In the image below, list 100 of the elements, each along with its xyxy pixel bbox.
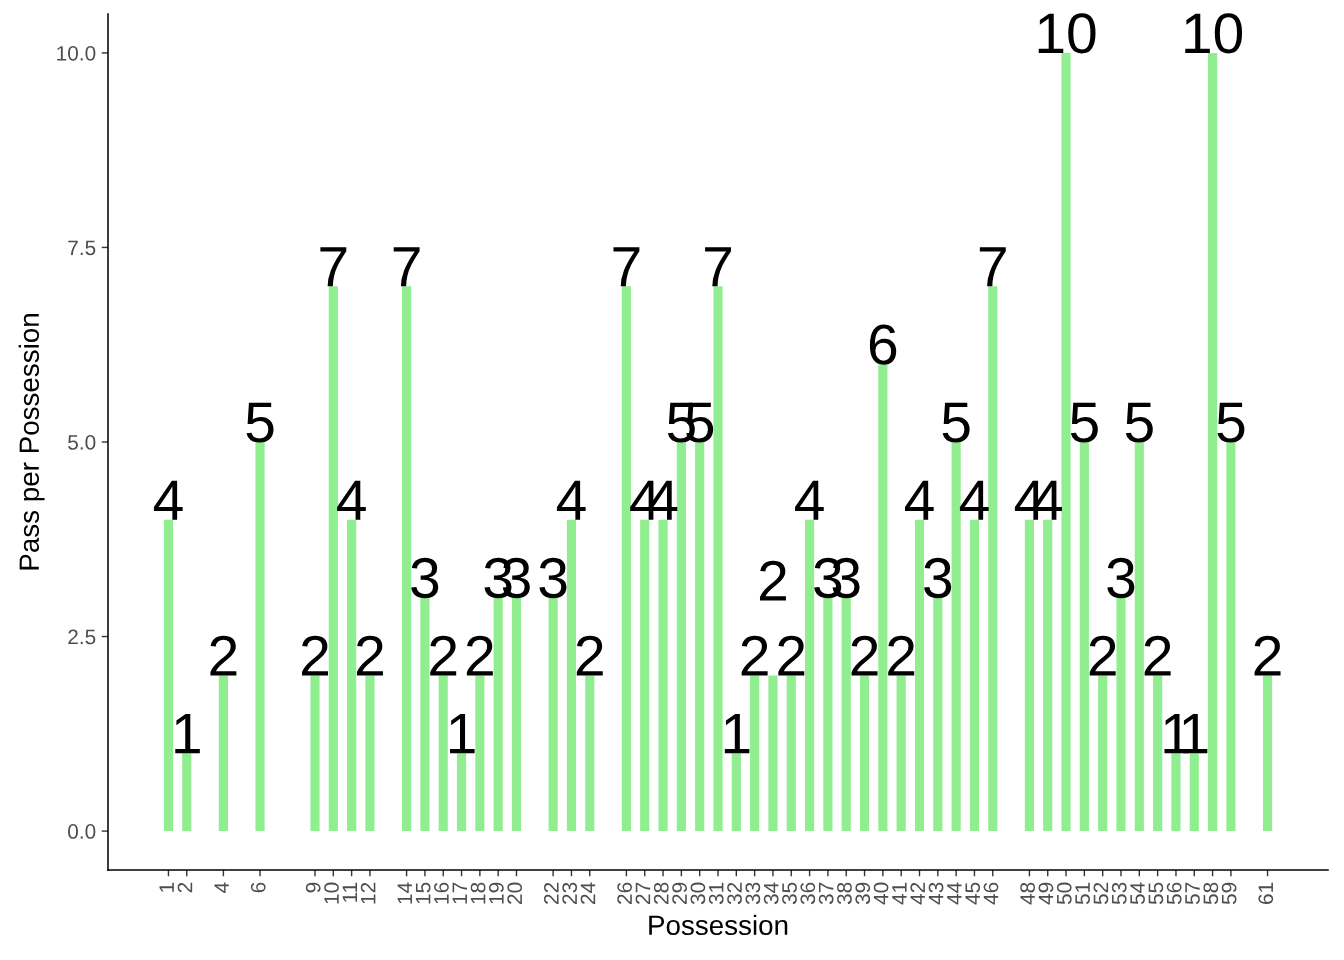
x-tick-label: 12 xyxy=(360,882,376,904)
data-label: 7 xyxy=(613,247,640,287)
bar xyxy=(841,597,851,832)
bar xyxy=(456,753,467,832)
data-label: 7 xyxy=(320,247,347,287)
data-label: 1 xyxy=(724,714,750,754)
x-tick-label: 29 xyxy=(672,882,687,904)
bar xyxy=(1116,597,1126,832)
data-label: 4 xyxy=(556,480,586,520)
x-tick-label: 58 xyxy=(1203,882,1219,905)
x-tick-label: 36 xyxy=(800,882,816,905)
x-tick-label: 23 xyxy=(562,882,578,904)
data-label: 3 xyxy=(539,557,567,599)
x-tick-label: 31 xyxy=(708,882,724,905)
data-label: 4 xyxy=(959,480,989,520)
data-label: 2 xyxy=(1144,635,1171,676)
x-tick-label: 37 xyxy=(818,882,834,905)
data-label: 4 xyxy=(795,480,824,520)
bar xyxy=(1079,442,1089,832)
y-axis-title: Pass per Possession xyxy=(18,314,45,570)
bar xyxy=(988,286,998,832)
bar xyxy=(676,442,686,832)
bar xyxy=(1153,675,1163,832)
y-tick-label: 2.5 xyxy=(68,629,96,645)
bar xyxy=(896,675,906,832)
bar xyxy=(511,597,522,832)
data-label: 2 xyxy=(759,560,786,601)
data-label: 2 xyxy=(741,635,768,676)
bar xyxy=(493,597,503,832)
x-tick-label: 19 xyxy=(489,882,504,904)
x-tick-label: 54 xyxy=(1130,882,1145,905)
bar xyxy=(1098,675,1108,832)
bar xyxy=(310,675,320,832)
x-tick-label: 49 xyxy=(1038,882,1054,905)
x-tick-label: 56 xyxy=(1166,882,1182,905)
bar xyxy=(933,597,943,832)
data-label: 2 xyxy=(888,635,915,676)
bar xyxy=(695,442,705,832)
x-tick-label: 43 xyxy=(928,882,944,905)
x-tick-label: 55 xyxy=(1148,882,1164,905)
data-label: 1 xyxy=(175,714,200,754)
bar xyxy=(1262,675,1273,832)
bar xyxy=(951,442,961,832)
bar xyxy=(1061,52,1071,832)
bar xyxy=(859,675,870,832)
data-label: 1 xyxy=(450,714,475,754)
x-tick-label: 30 xyxy=(690,882,706,905)
data-label: 2 xyxy=(356,635,383,676)
x-tick-label: 9 xyxy=(305,882,321,893)
bar xyxy=(1134,442,1144,832)
x-tick-label: 42 xyxy=(910,882,925,905)
data-label: 7 xyxy=(979,247,1006,287)
data-label: 2 xyxy=(302,635,328,676)
x-tick-label: 16 xyxy=(434,882,449,904)
x-tick-label: 35 xyxy=(782,882,797,905)
bar xyxy=(365,675,375,832)
data-label: 2 xyxy=(778,635,805,676)
bar xyxy=(621,286,631,832)
data-label: 3 xyxy=(1107,557,1135,599)
x-tick-label: 28 xyxy=(653,882,669,904)
bar xyxy=(347,519,357,832)
x-tick-label: 2 xyxy=(177,882,193,893)
bar xyxy=(969,519,980,832)
bar xyxy=(750,675,760,832)
x-tick-label: 20 xyxy=(507,882,523,904)
bar xyxy=(1024,519,1034,832)
bar xyxy=(475,675,485,832)
bar xyxy=(878,364,888,832)
data-label: 5 xyxy=(1070,402,1098,443)
data-label: 2 xyxy=(576,635,603,676)
bar xyxy=(1208,52,1218,832)
bar xyxy=(1043,519,1053,832)
x-tick-label: 34 xyxy=(763,882,779,905)
x-tick-label: 11 xyxy=(342,882,358,902)
y-tick-label: 0.0 xyxy=(68,824,96,839)
data-label: 5 xyxy=(942,402,970,443)
data-label: 5 xyxy=(1217,402,1245,443)
data-label: 7 xyxy=(705,247,731,287)
bar xyxy=(420,597,430,832)
x-tick-label: 1 xyxy=(159,882,174,892)
bar xyxy=(402,286,412,832)
x-tick-label: 22 xyxy=(543,882,559,904)
x-tick-label: 39 xyxy=(855,882,871,905)
x-tick-label: 10 xyxy=(324,882,339,904)
bar xyxy=(328,286,338,832)
x-tick-label: 24 xyxy=(580,882,596,904)
bar xyxy=(1226,442,1236,832)
x-tick-label: 44 xyxy=(947,882,962,905)
data-label: 3 xyxy=(411,557,439,599)
data-label: 4 xyxy=(153,480,183,520)
data-label: 3 xyxy=(924,557,952,599)
bar xyxy=(438,675,448,832)
x-tick-label: 52 xyxy=(1093,882,1109,905)
bar xyxy=(1189,753,1199,832)
data-label: 2 xyxy=(851,635,878,676)
x-tick-label: 46 xyxy=(983,882,999,905)
x-tick-label: 48 xyxy=(1020,882,1035,905)
bar xyxy=(768,675,778,832)
bar xyxy=(182,753,192,832)
x-tick-label: 45 xyxy=(965,882,981,905)
